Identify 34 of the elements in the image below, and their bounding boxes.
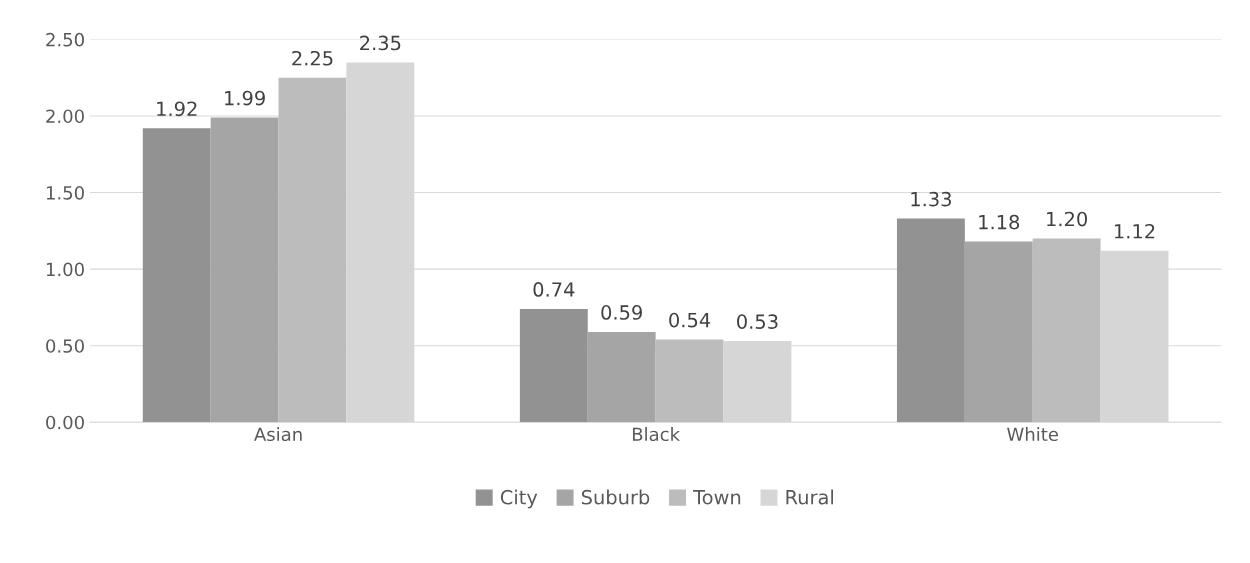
y-tick-label: 0.50	[46, 339, 84, 353]
data-label: 1.92	[157, 101, 197, 117]
y-tick-label: 2.50	[46, 32, 84, 47]
data-label: 1.20	[1047, 211, 1087, 227]
x-tick-label: White	[1007, 427, 1058, 442]
y-tick-label: 1.50	[46, 186, 84, 200]
bar	[587, 331, 656, 423]
y-tick-label: 2.00	[46, 109, 84, 124]
bar	[519, 308, 588, 423]
bar	[655, 339, 724, 423]
x-tick-label: Asian	[254, 427, 302, 442]
x-tick-label: Black	[632, 427, 680, 442]
data-label: 0.54	[669, 312, 711, 328]
data-label: 1.12	[1115, 223, 1155, 239]
data-label: 0.53	[737, 314, 778, 329]
legend-label: Town	[693, 490, 741, 505]
data-label: 2.35	[360, 35, 401, 51]
data-label: 2.25	[292, 50, 333, 66]
bar	[896, 218, 965, 423]
legend-label: Rural	[786, 489, 834, 505]
data-label: 0.59	[601, 305, 642, 320]
data-label: 1.18	[979, 214, 1020, 230]
y-tick-label: 0.00	[46, 415, 84, 430]
bar	[278, 77, 347, 423]
bar	[142, 128, 211, 423]
bar	[1032, 238, 1101, 423]
legend-label: Suburb	[581, 489, 650, 505]
y-tick-label: 1.00	[46, 262, 84, 277]
data-label: 0.74	[533, 282, 575, 297]
data-label: 1.33	[911, 191, 951, 207]
bar	[964, 241, 1033, 423]
bar	[210, 117, 279, 423]
legend-label: City	[500, 489, 538, 509]
data-label: 1.99	[225, 90, 265, 106]
